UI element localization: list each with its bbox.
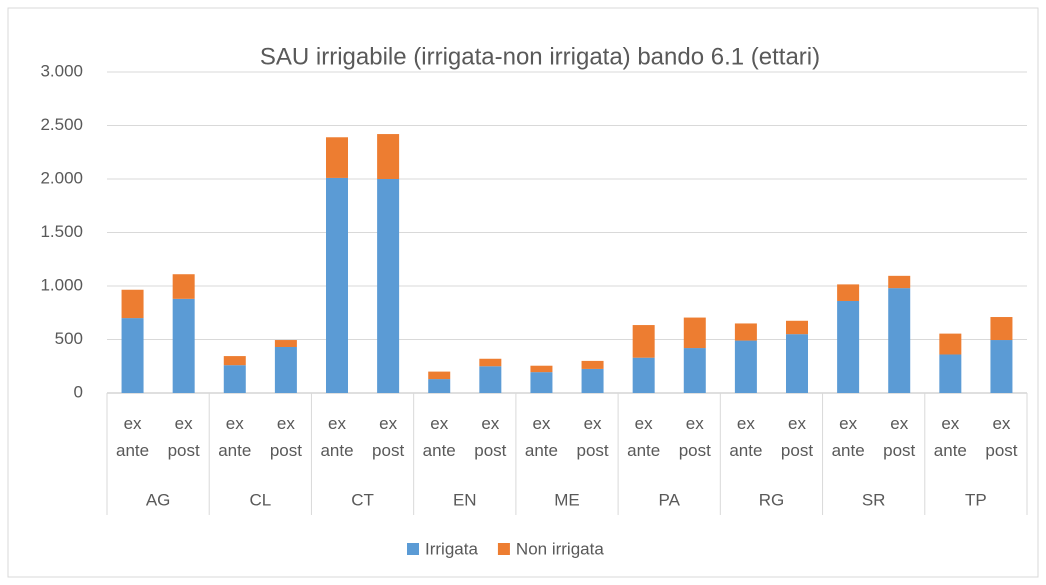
bar-segment: [939, 354, 962, 393]
bar-segment: [530, 372, 553, 393]
legend-label: Non irrigata: [516, 539, 604, 558]
bar-segment: [786, 320, 808, 335]
x-tick-label: ex ante: [423, 414, 456, 460]
legend-label: Irrigata: [425, 539, 478, 558]
x-tick-label: ex post: [474, 414, 506, 460]
bar-segment: [121, 318, 144, 393]
x-tick-label: ex ante: [525, 414, 558, 460]
y-tick-label: 0: [74, 382, 83, 401]
y-tick-label: 1.500: [40, 222, 83, 241]
x-tick-label: ex post: [168, 414, 200, 460]
x-tick-label: ex ante: [320, 414, 353, 460]
group-label: CL: [249, 490, 271, 509]
bar-segment: [377, 134, 400, 179]
bar-segment: [479, 366, 502, 393]
bar-segment: [632, 357, 655, 393]
x-tick-label: ex post: [883, 414, 915, 460]
legend-swatch: [407, 543, 419, 555]
bar-segment: [581, 368, 604, 393]
bar-segment: [326, 137, 348, 178]
x-tick-label: ex ante: [729, 414, 762, 460]
bar-segment: [172, 274, 195, 299]
bar-segment: [121, 289, 144, 319]
bar-segment: [990, 340, 1013, 393]
x-tick-label: ex post: [576, 414, 608, 460]
bar-segment: [581, 360, 604, 369]
legend-swatch: [497, 543, 510, 555]
bar-segment: [888, 275, 911, 289]
group-label: EN: [453, 490, 477, 509]
group-label: AG: [146, 490, 171, 509]
bar-segment: [632, 325, 655, 358]
y-tick-label: 2.000: [40, 168, 83, 187]
group-label: TP: [965, 490, 987, 509]
y-tick-label: 3.000: [40, 61, 83, 80]
bar-segment: [734, 323, 757, 341]
bar-segment: [428, 371, 451, 380]
y-tick-label: 2.500: [40, 115, 83, 134]
bar-segment: [939, 333, 962, 355]
bar-segment: [428, 379, 451, 393]
bar-segment: [223, 365, 246, 393]
bar-segment: [683, 317, 706, 349]
bar-segment: [223, 356, 246, 366]
bar-segment: [377, 179, 400, 393]
group-label: PA: [659, 490, 681, 509]
bar-segment: [326, 177, 348, 393]
bar-segment: [837, 300, 860, 393]
bar-segment: [888, 288, 911, 393]
bar-segment: [990, 317, 1013, 341]
bar-segment: [786, 334, 808, 393]
x-tick-label: ex post: [372, 414, 404, 460]
group-label: ME: [554, 490, 580, 509]
x-tick-label: ex ante: [832, 414, 865, 460]
chart-title: SAU irrigabile (irrigata-non irrigata) b…: [260, 43, 820, 70]
x-tick-label: ex ante: [218, 414, 251, 460]
x-tick-label: ex post: [781, 414, 813, 460]
x-tick-label: ex post: [679, 414, 711, 460]
x-tick-label: ex ante: [627, 414, 660, 460]
bar-segment: [274, 346, 297, 393]
bar-segment: [172, 298, 195, 393]
y-tick-label: 1.000: [40, 275, 83, 294]
x-tick-label: ex ante: [116, 414, 149, 460]
bar-segment: [274, 340, 297, 347]
bar-segment: [734, 340, 757, 393]
x-tick-label: ex post: [270, 414, 302, 460]
group-label: SR: [862, 490, 886, 509]
y-tick-label: 500: [55, 329, 83, 348]
group-label: RG: [759, 490, 785, 509]
bar-segment: [530, 365, 553, 373]
bar-segment: [837, 284, 860, 301]
bar-segment: [683, 348, 706, 393]
x-tick-label: ex post: [985, 414, 1017, 460]
x-tick-label: ex ante: [934, 414, 967, 460]
bar-segment: [479, 358, 502, 367]
group-label: CT: [351, 490, 374, 509]
